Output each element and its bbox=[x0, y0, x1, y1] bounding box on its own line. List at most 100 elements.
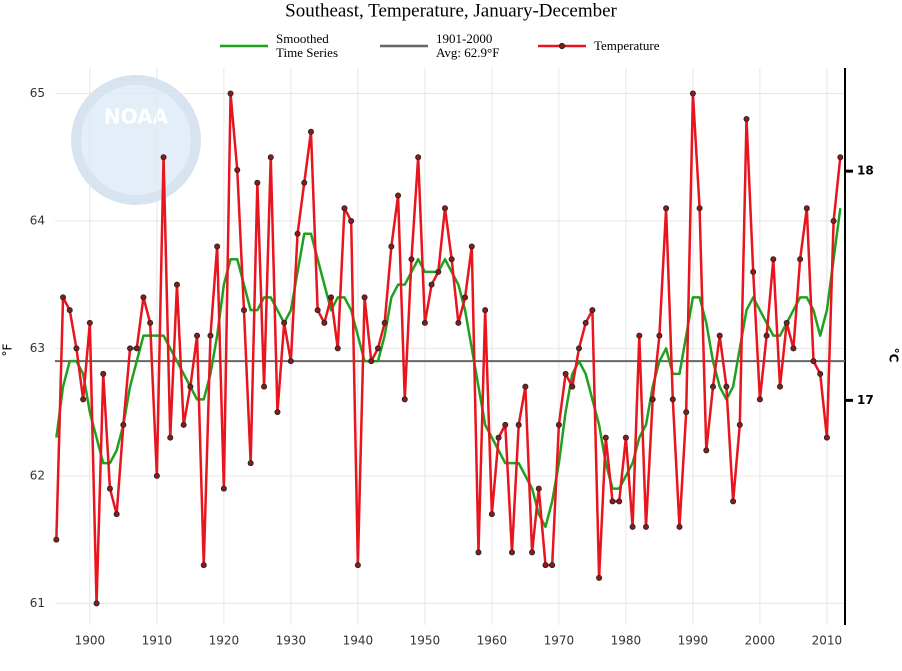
data-point bbox=[683, 409, 690, 416]
data-point bbox=[281, 319, 288, 326]
data-point bbox=[609, 498, 616, 505]
data-point bbox=[522, 383, 529, 390]
y-axis-label: °F bbox=[1, 343, 15, 356]
y-tick-label: 63 bbox=[30, 341, 45, 355]
data-point bbox=[529, 549, 536, 556]
x-tick-label: 2010 bbox=[812, 634, 843, 648]
data-point bbox=[622, 434, 629, 441]
data-point bbox=[441, 205, 448, 212]
chart-title: Southeast, Temperature, January-December bbox=[285, 0, 617, 21]
data-point bbox=[636, 332, 643, 339]
data-point bbox=[455, 319, 462, 326]
data-point bbox=[127, 345, 134, 352]
data-point bbox=[388, 243, 395, 250]
data-point bbox=[462, 294, 469, 301]
data-point bbox=[723, 383, 730, 390]
x-tick-label: 1900 bbox=[75, 634, 106, 648]
data-point bbox=[535, 485, 542, 492]
data-point bbox=[515, 421, 522, 428]
data-point bbox=[261, 383, 268, 390]
data-point bbox=[508, 549, 515, 556]
y-tick-label: 65 bbox=[30, 86, 45, 100]
x-tick-label: 1920 bbox=[209, 634, 240, 648]
data-point bbox=[777, 383, 784, 390]
data-point bbox=[730, 498, 737, 505]
y-tick-label: 64 bbox=[30, 213, 45, 227]
legend-label: Smoothed Time Series bbox=[276, 31, 338, 60]
data-point bbox=[790, 345, 797, 352]
data-point bbox=[703, 447, 710, 454]
data-point bbox=[616, 498, 623, 505]
data-point bbox=[602, 434, 609, 441]
data-point bbox=[696, 205, 703, 212]
data-point bbox=[448, 256, 455, 263]
data-point bbox=[663, 205, 670, 212]
data-point bbox=[100, 370, 107, 377]
x-tick-label: 1990 bbox=[678, 634, 709, 648]
data-point bbox=[294, 230, 301, 237]
data-point bbox=[830, 217, 837, 224]
data-point bbox=[354, 562, 361, 569]
data-point bbox=[589, 307, 596, 314]
x-tick-label: 1950 bbox=[410, 634, 441, 648]
data-point bbox=[321, 319, 328, 326]
data-point bbox=[669, 396, 676, 403]
data-point bbox=[207, 332, 214, 339]
data-point bbox=[140, 294, 147, 301]
data-point bbox=[770, 256, 777, 263]
data-point bbox=[214, 243, 221, 250]
data-point bbox=[468, 243, 475, 250]
data-point bbox=[736, 421, 743, 428]
legend-marker bbox=[558, 42, 566, 50]
y-tick-label: 62 bbox=[30, 468, 45, 482]
data-point bbox=[60, 294, 67, 301]
data-point bbox=[66, 307, 73, 314]
legend-label: Temperature bbox=[594, 38, 660, 53]
data-point bbox=[133, 345, 140, 352]
data-point bbox=[73, 345, 80, 352]
x-tick-label: 2000 bbox=[745, 634, 776, 648]
data-point bbox=[200, 562, 207, 569]
x-tick-label: 1940 bbox=[343, 634, 374, 648]
data-point bbox=[502, 421, 509, 428]
data-point bbox=[495, 434, 502, 441]
data-point bbox=[80, 396, 87, 403]
data-point bbox=[307, 128, 314, 135]
data-point bbox=[314, 307, 321, 314]
data-point bbox=[549, 562, 556, 569]
data-point bbox=[475, 549, 482, 556]
data-point bbox=[374, 345, 381, 352]
data-point bbox=[797, 256, 804, 263]
data-point bbox=[93, 600, 100, 607]
data-point bbox=[287, 358, 294, 365]
data-point bbox=[106, 485, 113, 492]
data-point bbox=[542, 562, 549, 569]
data-point bbox=[803, 205, 810, 212]
data-point bbox=[147, 319, 154, 326]
data-point bbox=[240, 307, 247, 314]
data-point bbox=[395, 192, 402, 199]
data-point bbox=[569, 383, 576, 390]
data-point bbox=[153, 472, 160, 479]
data-point bbox=[328, 294, 335, 301]
data-point bbox=[167, 434, 174, 441]
data-point bbox=[763, 332, 770, 339]
y2-axis-label: °C bbox=[887, 348, 901, 363]
data-point bbox=[421, 319, 428, 326]
data-point bbox=[750, 268, 757, 275]
data-point bbox=[810, 358, 817, 365]
data-point bbox=[361, 294, 368, 301]
data-point bbox=[53, 536, 60, 543]
data-point bbox=[582, 319, 589, 326]
data-point bbox=[247, 460, 254, 467]
data-point bbox=[334, 345, 341, 352]
logo-text: NOAA bbox=[104, 105, 169, 129]
data-point bbox=[341, 205, 348, 212]
data-point bbox=[187, 383, 194, 390]
data-point bbox=[120, 421, 127, 428]
data-point bbox=[575, 345, 582, 352]
data-point bbox=[348, 217, 355, 224]
data-point bbox=[274, 409, 281, 416]
